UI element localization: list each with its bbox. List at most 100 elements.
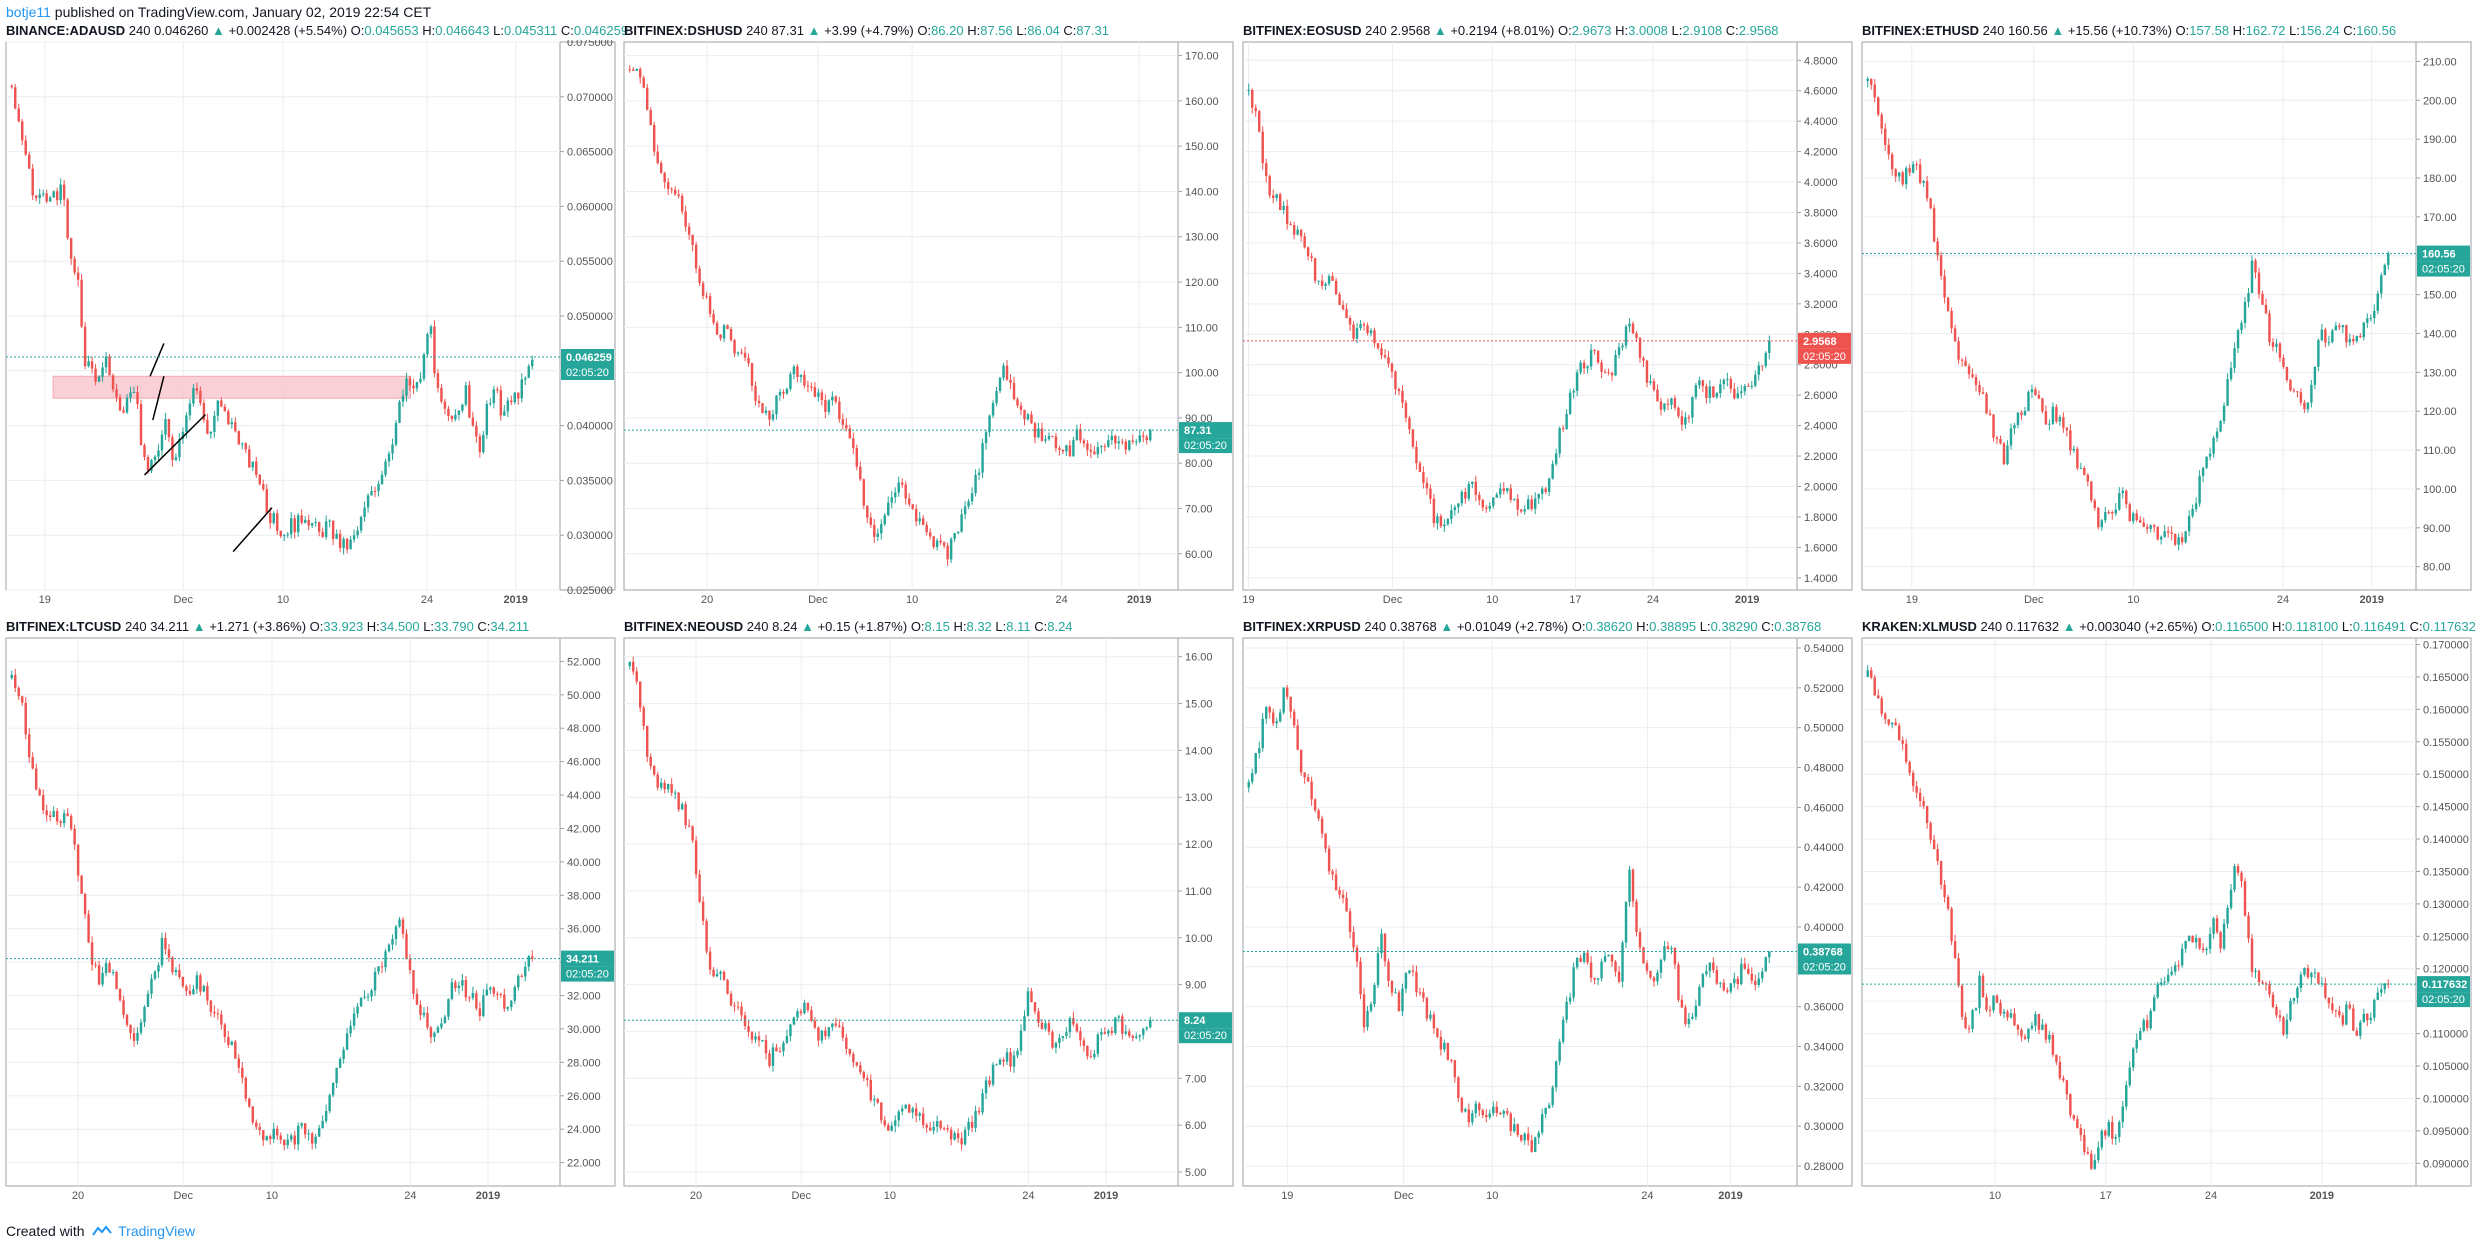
candle-body <box>293 518 296 533</box>
symbol-header: BITFINEX:LTCUSD 240 34.211 ▲ +1.271 (+3.… <box>6 618 529 636</box>
trend-line[interactable] <box>152 376 165 421</box>
candle-body <box>1887 719 1890 725</box>
candle-body <box>2083 1134 2086 1152</box>
candle-body <box>300 1123 303 1126</box>
candle-body <box>764 410 768 413</box>
up-triangle-icon: ▲ <box>211 23 225 38</box>
y-tick-label: 0.075000 <box>567 40 613 49</box>
candlestick-chart[interactable]: 52.00050.00048.00046.00044.00042.00040.0… <box>0 636 616 1204</box>
interval-label: 240 <box>124 619 147 634</box>
price-axis[interactable] <box>2415 41 2472 591</box>
candle-body <box>887 502 890 516</box>
candle-body <box>1561 428 1565 430</box>
candle-body <box>1282 205 1285 211</box>
candle-body <box>2327 997 2331 1004</box>
candlestick-chart[interactable]: 0.1700000.1650000.1600000.1550000.150000… <box>1856 636 2472 1204</box>
price-axis[interactable] <box>1177 41 1234 591</box>
candle-body <box>1638 337 1642 358</box>
trend-line[interactable] <box>149 343 165 377</box>
candle-body <box>1471 1113 1474 1123</box>
candle-body <box>373 491 377 493</box>
chart-panel-8[interactable]: KRAKEN:XLMUSD 240 0.117632 ▲ +0.003040 (… <box>1856 618 2476 1208</box>
candle-body <box>2250 938 2254 972</box>
candlestick-chart[interactable]: 0.0750000.0700000.0650000.0600000.055000… <box>0 40 616 608</box>
trend-line[interactable] <box>232 507 273 553</box>
candle-body <box>21 696 24 703</box>
countdown-badge <box>561 365 614 381</box>
price-axis[interactable] <box>1177 637 1234 1187</box>
candlestick-chart[interactable]: 0.540000.520000.500000.480000.460000.440… <box>1237 636 1853 1204</box>
resistance-zone[interactable] <box>52 375 411 399</box>
candle-body <box>2247 915 2250 939</box>
candle-body <box>317 521 321 532</box>
y-tick-label: 4.6000 <box>1804 86 1838 98</box>
candle-body <box>87 361 90 367</box>
candle-body <box>691 826 694 841</box>
chart-panel-1[interactable]: BINANCE:ADAUSD 240 0.046260 ▲ +0.002428 … <box>0 22 628 612</box>
chart-panel-4[interactable]: BITFINEX:ETHUSD 240 160.56 ▲ +15.56 (+10… <box>1856 22 2474 612</box>
candle-body <box>1894 169 1897 177</box>
candlestick-chart[interactable]: 210.00200.00190.00180.00170.00160.00150.… <box>1856 40 2472 608</box>
candle-body <box>855 1062 859 1066</box>
chart-panel-5[interactable]: BITFINEX:LTCUSD 240 34.211 ▲ +1.271 (+3.… <box>0 618 618 1208</box>
price-axis[interactable] <box>1796 637 1853 1187</box>
candle-body <box>977 1110 981 1113</box>
y-tick-label: 24.000 <box>567 1124 601 1136</box>
ohlc-h-label: H: <box>2232 23 2246 38</box>
candle-body <box>1054 1042 1058 1048</box>
tradingview-brand-link[interactable]: TradingView <box>118 1223 196 1239</box>
candle-body <box>440 1023 443 1028</box>
candle-body <box>398 919 401 927</box>
ohlc-o-label: O: <box>917 23 932 38</box>
candle-body <box>384 951 387 968</box>
candlestick-chart[interactable]: 170.00160.00150.00140.00130.00120.00110.… <box>618 40 1234 608</box>
author-link[interactable]: botje11 <box>6 4 51 20</box>
candlestick-chart[interactable]: 4.80004.60004.40004.20004.00003.80003.60… <box>1237 40 1853 608</box>
candle-body <box>17 687 20 697</box>
countdown-badge <box>2417 261 2470 277</box>
candle-body <box>880 1102 883 1121</box>
chart-panel-7[interactable]: BITFINEX:XRPUSD 240 0.38768 ▲ +0.01049 (… <box>1237 618 1855 1208</box>
price-axis[interactable] <box>1796 41 1853 591</box>
chart-panel-6[interactable]: BITFINEX:NEOUSD 240 8.24 ▲ +0.15 (+1.87%… <box>618 618 1236 1208</box>
ohlc-h-label: H: <box>1636 619 1650 634</box>
candle-body <box>2338 325 2341 328</box>
last-price-label: 0.38768 <box>1803 946 1843 958</box>
chart-panel-3[interactable]: BITFINEX:EOSUSD 240 2.9568 ▲ +0.2194 (+8… <box>1237 22 1855 612</box>
candle-body <box>852 438 855 448</box>
candle-body <box>1929 198 1932 209</box>
candle-body <box>2355 335 2359 342</box>
candle-body <box>1149 1020 1152 1028</box>
candle-body <box>1135 441 1138 443</box>
candle-body <box>897 482 900 493</box>
candle-body <box>2306 967 2310 978</box>
candle-body <box>524 377 527 380</box>
candlestick-chart[interactable]: 16.0015.0014.0013.0012.0011.0010.009.008… <box>618 636 1234 1204</box>
candle-body <box>2345 1004 2348 1025</box>
candle-body <box>1659 401 1663 410</box>
candle-body <box>1992 414 1995 438</box>
candle-body <box>991 1064 995 1085</box>
candle-body <box>1380 348 1383 356</box>
candle-body <box>1964 360 1967 367</box>
chart-panel-2[interactable]: BITFINEX:DSHUSD 240 87.31 ▲ +3.99 (+4.79… <box>618 22 1236 612</box>
x-tick-label: 2019 <box>1094 1190 1118 1202</box>
candle-body <box>2191 935 2194 943</box>
candle-body <box>2023 1036 2027 1039</box>
candle-body <box>949 538 953 560</box>
candle-body <box>750 1031 754 1040</box>
candle-body <box>918 1113 921 1116</box>
price-axis[interactable] <box>2415 637 2472 1187</box>
candle-body <box>827 1027 831 1037</box>
price-axis[interactable] <box>559 637 616 1187</box>
candle-body <box>1005 365 1009 380</box>
trend-line[interactable] <box>143 414 206 476</box>
candle-body <box>810 386 813 388</box>
candle-body <box>192 989 195 995</box>
candle-body <box>1383 933 1387 962</box>
candle-body <box>1411 429 1415 447</box>
candle-body <box>1540 1114 1544 1133</box>
candle-body <box>1359 961 1362 995</box>
candle-body <box>1033 1002 1037 1012</box>
candle-body <box>1366 1010 1369 1028</box>
